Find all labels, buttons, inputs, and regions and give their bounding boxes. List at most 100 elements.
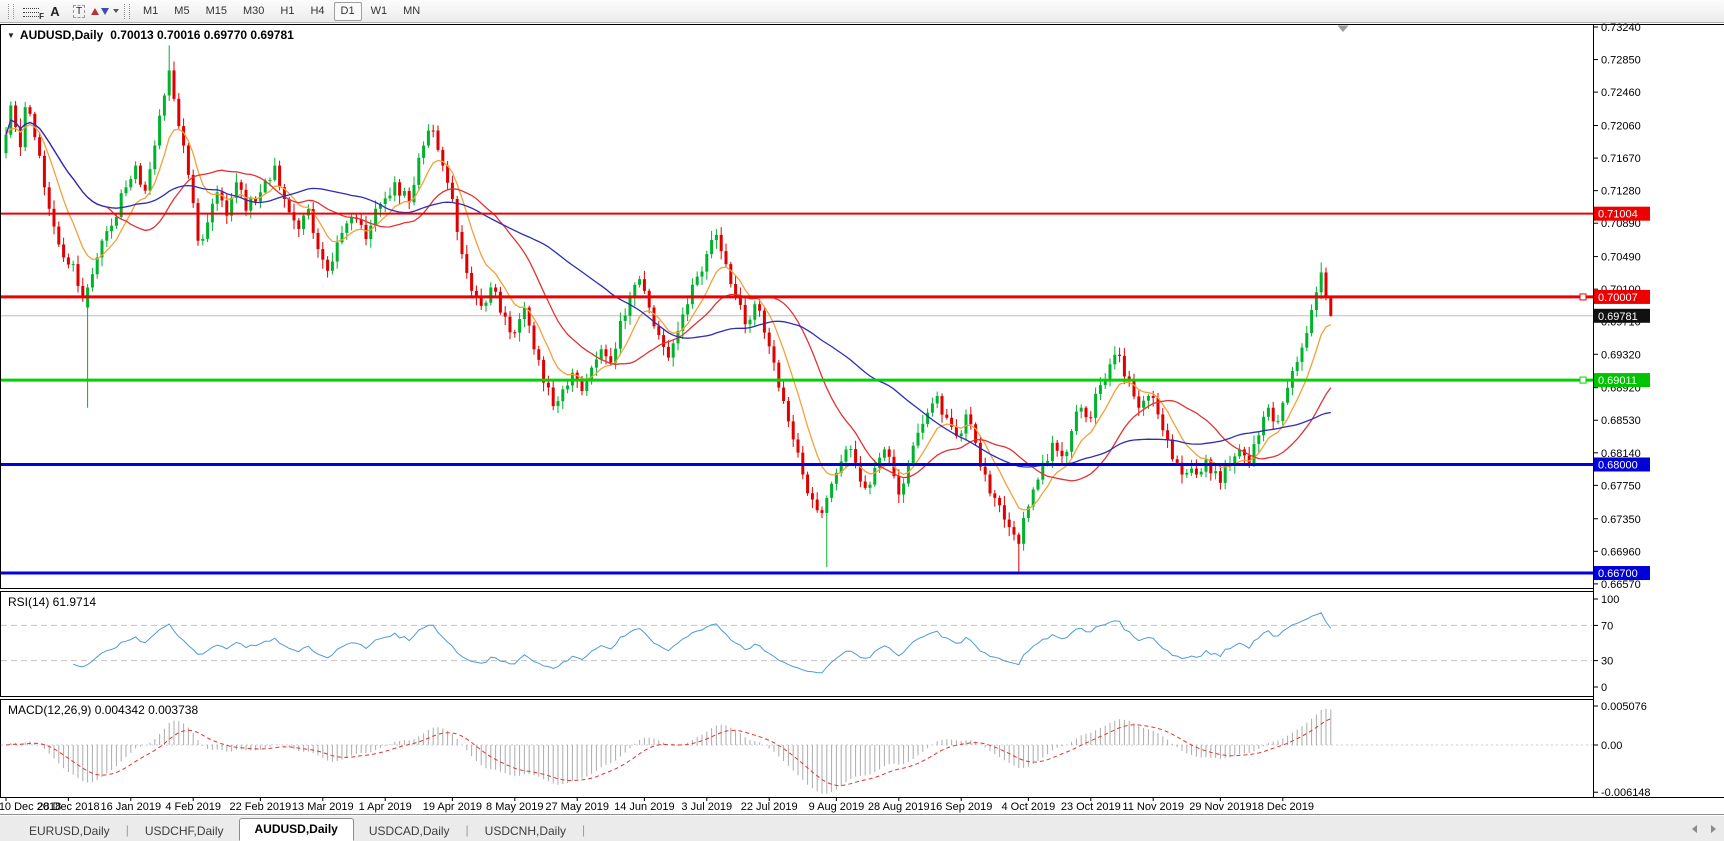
chart-title-symbol: AUDUSD,Daily <box>19 28 104 42</box>
rsi-axis-label: 100 <box>1601 594 1619 606</box>
date-axis-label: 10 Dec 2018 <box>0 801 61 813</box>
price-axis-label: 0.70490 <box>1601 252 1641 264</box>
label-tool-button[interactable]: T <box>67 2 91 21</box>
arrow-down-icon <box>101 7 109 15</box>
tab-usdchf-daily[interactable]: USDCHF,Daily <box>144 824 224 838</box>
candle-body <box>532 325 536 350</box>
tab-scroll-left-icon[interactable] <box>1692 825 1697 833</box>
macd-panel[interactable] <box>0 699 1594 798</box>
candle-body <box>858 462 862 482</box>
candle-body <box>575 372 579 381</box>
candle-body <box>719 234 723 252</box>
candle-body <box>71 264 75 266</box>
timeframe-button-m5[interactable]: M5 <box>174 5 190 17</box>
candle-body <box>791 421 795 440</box>
candle-body <box>345 223 349 233</box>
timeframe-button-h1[interactable]: H1 <box>280 5 295 17</box>
candle-body <box>916 432 920 446</box>
candle-body <box>628 297 632 316</box>
timeframe-button-mn[interactable]: MN <box>403 5 421 17</box>
candle-body <box>340 232 344 243</box>
tab-usdcnh-daily[interactable]: USDCNH,Daily <box>484 824 567 838</box>
candle-body <box>974 424 978 443</box>
candle-body <box>196 203 200 241</box>
level-line-handle[interactable] <box>1579 293 1587 301</box>
candle-body <box>1185 472 1189 475</box>
candle-body <box>1286 387 1290 403</box>
level-price-badge-bg <box>1594 373 1650 388</box>
candle-body <box>1060 450 1064 457</box>
rsi-panel[interactable] <box>0 591 1594 697</box>
candle-body <box>873 467 877 485</box>
candle-body <box>138 165 142 185</box>
candle-body <box>1084 407 1088 418</box>
candle-body <box>316 232 320 250</box>
candle-body <box>28 107 32 114</box>
candle-body <box>748 319 752 325</box>
level-line-handle[interactable] <box>1579 376 1587 384</box>
candle-body <box>167 70 171 96</box>
candle-body <box>100 240 104 258</box>
timeframe-button-h4[interactable]: H4 <box>310 5 325 17</box>
timeframe-button-w1[interactable]: W1 <box>370 5 388 17</box>
rsi-plot <box>1 612 1592 674</box>
candle-body <box>954 426 958 437</box>
candle-body <box>700 271 704 277</box>
main-chart-panel[interactable] <box>0 24 1594 589</box>
candle-body <box>1266 407 1270 417</box>
candle-body <box>1276 421 1280 423</box>
fibonacci-tool-button[interactable]: F <box>19 2 44 21</box>
chart-shift-marker[interactable] <box>1337 25 1349 33</box>
candle-body <box>1137 396 1141 408</box>
candle-body <box>830 483 834 498</box>
price-axis: 0.73240 0.72850 0.72460 0.72060 0.71670 0.712… <box>1594 22 1651 799</box>
candle-body <box>782 387 786 402</box>
candle-body <box>614 348 618 363</box>
candle-body <box>1055 442 1059 451</box>
candle-body <box>143 184 147 191</box>
text-label-icon: T <box>72 4 86 18</box>
timeframe-button-m30[interactable]: M30 <box>242 5 265 17</box>
candle-body <box>839 461 843 473</box>
candle-body <box>1305 333 1309 348</box>
candle-body <box>81 285 85 296</box>
candle-body <box>762 310 766 333</box>
candle-body <box>172 70 176 99</box>
candle-body <box>657 326 661 336</box>
arrows-tool-button[interactable] <box>91 2 119 21</box>
bid-price-badge-bg <box>1594 308 1650 323</box>
tab-scroll-right-icon[interactable] <box>1711 825 1716 833</box>
candle-body <box>249 198 253 211</box>
candle-body <box>52 208 56 227</box>
toolbar-drag-handle[interactable] <box>124 3 130 19</box>
candle-body <box>273 165 277 181</box>
candle-body <box>978 442 982 467</box>
candle-body <box>796 439 800 453</box>
toolbar-drag-handle[interactable] <box>8 3 14 19</box>
candle-body <box>854 449 858 463</box>
tab-usdcad-daily[interactable]: USDCAD,Daily <box>368 824 450 838</box>
timeframe-button-m1[interactable]: M1 <box>143 5 159 17</box>
level-price-badge-text: 0.70007 <box>1598 292 1638 304</box>
tab-eurusd-daily[interactable]: EURUSD,Daily <box>29 824 110 838</box>
candle-body <box>556 401 560 407</box>
candle-body <box>686 304 690 315</box>
candle-body <box>647 290 651 308</box>
timeframe-button-d1[interactable]: D1 <box>333 1 362 21</box>
candle-body <box>666 346 670 358</box>
candle-body <box>969 414 973 425</box>
candle-body <box>1050 442 1054 461</box>
tab-audusd-daily[interactable]: AUDUSD,Daily <box>238 818 354 841</box>
candle-body <box>926 412 930 424</box>
candle-body <box>335 242 339 262</box>
level-price-badge: 0.70007 <box>1594 289 1650 304</box>
timeframe-button-m15[interactable]: M15 <box>205 5 227 17</box>
candle-body <box>844 449 848 462</box>
candle-body <box>417 157 421 185</box>
candle-body <box>902 483 906 495</box>
candle-body <box>897 476 901 495</box>
candle-body <box>1089 417 1093 419</box>
text-tool-button[interactable]: A <box>43 2 67 21</box>
collapse-arrow-icon[interactable]: ▼ <box>7 31 15 40</box>
